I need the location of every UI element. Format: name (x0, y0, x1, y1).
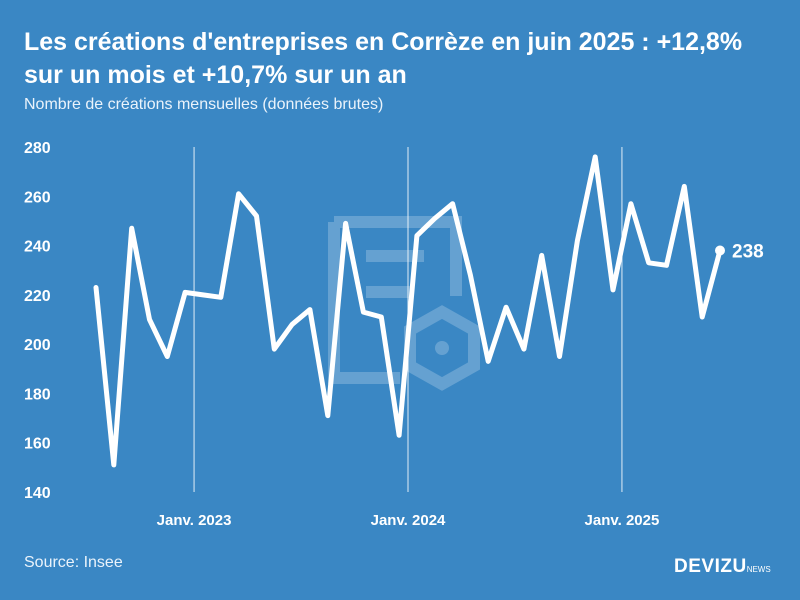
end-point-marker (715, 245, 725, 256)
x-tick-label: Janv. 2025 (585, 512, 660, 529)
brand-logo: DEVIZUNEWS (674, 556, 771, 578)
y-tick-label-180: 180 (24, 386, 51, 403)
chart-title: Les créations d'entreprises en Corrèze e… (24, 28, 743, 89)
y-tick-label-140: 140 (24, 485, 51, 502)
y-tick-label-160: 160 (24, 436, 51, 453)
x-tick-label: Janv. 2024 (371, 512, 446, 529)
y-tick-label-240: 240 (24, 239, 51, 256)
y-tick-label-220: 220 (24, 288, 51, 305)
brand-name: DEVIZU (674, 556, 747, 577)
brand-sub: NEWS (746, 565, 771, 574)
x-tick-label: Janv. 2023 (157, 512, 232, 529)
chart-subtitle: Nombre de créations mensuelles (données … (24, 96, 384, 113)
x-axis: Janv. 2023 Janv. 2024 Janv. 2025 (157, 512, 660, 529)
end-point-label: 238 (732, 242, 764, 263)
series-line (93, 154, 723, 468)
y-tick-label-200: 200 (24, 337, 51, 354)
y-axis: 140 160 180 200 220 240 260 280 (24, 140, 51, 502)
source-note: Source: Insee (24, 554, 123, 571)
y-tick-label-260: 260 (24, 189, 51, 206)
y-tick-label-280: 280 (24, 140, 51, 157)
